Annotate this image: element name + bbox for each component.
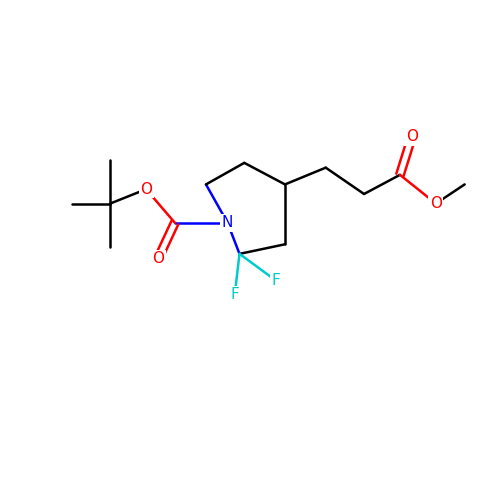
Text: O: O xyxy=(140,182,152,197)
Text: O: O xyxy=(406,129,418,144)
Text: O: O xyxy=(430,196,442,211)
Text: F: F xyxy=(230,287,239,302)
Text: F: F xyxy=(271,273,280,288)
Text: N: N xyxy=(222,215,233,230)
Text: O: O xyxy=(152,251,164,266)
